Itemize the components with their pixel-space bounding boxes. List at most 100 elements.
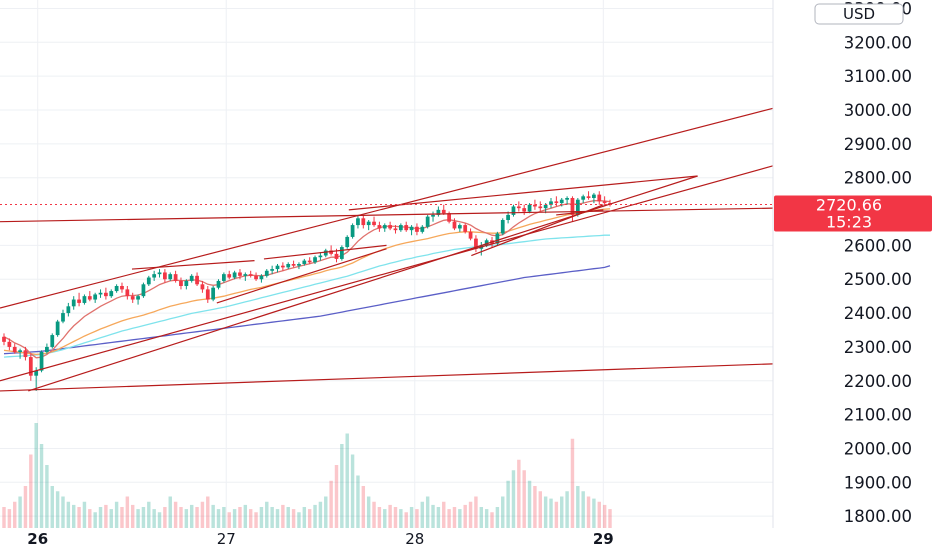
candle	[2, 333, 6, 346]
volume-bar	[88, 509, 92, 528]
candle-body	[82, 296, 87, 303]
time-tick-label: 29	[593, 530, 614, 548]
volume-bar	[98, 507, 103, 528]
volume-bar	[452, 507, 457, 528]
candle	[205, 286, 210, 303]
volume-bar	[281, 504, 285, 528]
volume-bar	[302, 507, 307, 528]
volume-bar	[581, 491, 585, 528]
time-axis[interactable]: 26 27 28 29	[27, 530, 613, 548]
candle-body	[516, 206, 521, 209]
candle-body	[286, 264, 291, 268]
candle-body	[549, 201, 553, 205]
volume-bar	[415, 509, 419, 528]
volume-bar	[592, 498, 596, 528]
candlesticks	[2, 191, 612, 391]
volume-bar	[206, 496, 210, 528]
candle-body	[500, 220, 505, 234]
candle-body	[254, 275, 258, 280]
candle-body	[195, 275, 199, 285]
candle	[436, 206, 441, 217]
volume-bar	[109, 509, 113, 528]
volume-bar	[318, 501, 323, 528]
candle	[393, 225, 398, 234]
volume-bar	[399, 509, 403, 528]
candle	[522, 204, 527, 215]
candle	[404, 221, 409, 232]
time-tick-label: 26	[27, 530, 48, 548]
currency-button[interactable]: USD	[814, 3, 904, 25]
candle	[82, 294, 87, 305]
candle-body	[307, 260, 312, 263]
candle	[361, 214, 366, 229]
volume-bar	[61, 496, 65, 528]
price-tick-label: 1800.00	[844, 507, 912, 526]
candle-body	[431, 214, 435, 217]
trendlines[interactable]	[0, 107, 774, 392]
volume-bar	[361, 486, 366, 528]
volume-bar	[377, 507, 382, 528]
volume-bar	[297, 512, 301, 528]
candle-body	[318, 255, 323, 258]
candle-body	[71, 299, 76, 307]
time-tick-label: 28	[405, 530, 424, 548]
candle-body	[189, 275, 194, 281]
candle	[500, 218, 505, 236]
candle	[227, 270, 232, 280]
price-axis[interactable]: 3300.003200.003100.003000.002900.002800.…	[844, 0, 912, 526]
candle	[581, 194, 586, 204]
volume-bar	[356, 475, 360, 528]
volume-bar	[334, 465, 339, 528]
candle	[28, 353, 33, 381]
volume-bar	[157, 512, 162, 528]
volume-bar	[324, 496, 328, 528]
price-tick-label: 3200.00	[844, 33, 912, 52]
candle-body	[452, 221, 457, 229]
candle-body	[495, 233, 500, 244]
volume-bar	[173, 501, 178, 528]
candle	[511, 204, 516, 217]
volume-bar	[533, 486, 537, 528]
volume-bar	[565, 491, 569, 528]
candle-body	[77, 299, 81, 303]
candle	[382, 223, 387, 232]
candle-body	[302, 260, 307, 264]
candle-body	[50, 335, 55, 347]
volume-bar	[227, 512, 231, 528]
candle-body	[157, 272, 162, 275]
volume-bar	[286, 507, 290, 528]
volume-bar	[543, 496, 548, 528]
candle	[457, 223, 462, 232]
candle	[527, 203, 532, 214]
candle	[248, 270, 253, 278]
volume-bar	[248, 509, 253, 528]
candle-body	[511, 206, 516, 215]
candle-body	[409, 226, 414, 231]
candle	[538, 201, 543, 212]
trendline	[263, 244, 387, 260]
volume-bar	[608, 509, 612, 528]
candle-body	[420, 226, 425, 232]
volume-bar	[350, 454, 355, 528]
volume-bar	[66, 501, 71, 528]
candle	[66, 302, 71, 317]
candle-body	[146, 277, 151, 285]
candle	[372, 216, 376, 227]
price-tick-label: 3100.00	[844, 67, 912, 86]
candle-body	[323, 250, 328, 256]
candle-body	[468, 231, 473, 239]
candle	[425, 214, 430, 229]
candle	[495, 231, 500, 246]
candle	[211, 286, 216, 302]
candle	[313, 255, 317, 264]
volume-bar	[93, 512, 97, 528]
ma-slow-line	[3, 265, 611, 355]
candle	[533, 199, 537, 210]
volume-bar	[254, 512, 258, 528]
volume-bar	[259, 507, 264, 528]
candle	[441, 204, 446, 215]
volume-bar	[114, 501, 119, 528]
trendline	[556, 209, 604, 216]
volume-bar	[458, 509, 462, 528]
